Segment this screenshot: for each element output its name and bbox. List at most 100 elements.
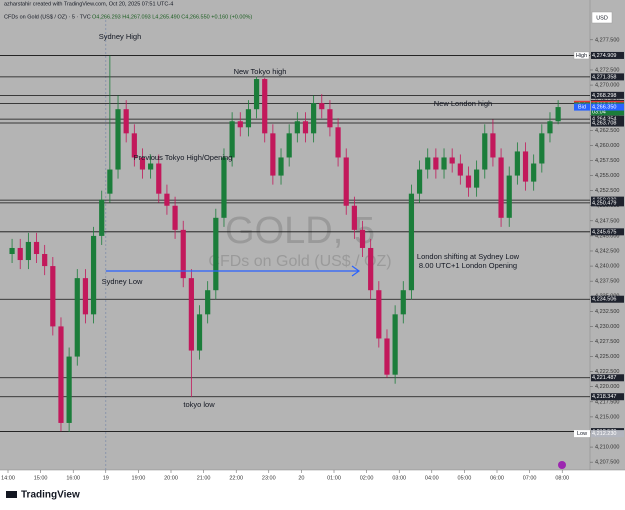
- price-tag: [591, 103, 624, 111]
- candle-body: [25, 241, 31, 261]
- y-tick-label: 4,230.000: [595, 324, 619, 330]
- candle-body: [58, 326, 64, 423]
- x-tick-label: 21:00: [197, 475, 211, 481]
- candle-body: [131, 133, 137, 158]
- candle-body: [156, 163, 162, 194]
- y-tick-label: 4,245.000: [595, 233, 619, 239]
- candle-body: [335, 127, 341, 158]
- x-tick-label: 16:00: [66, 475, 80, 481]
- candle-body: [278, 157, 284, 176]
- candle-body: [188, 278, 194, 351]
- symbol-title: CFDs on Gold (US$ / OZ) · 5 · TVC: [4, 14, 91, 20]
- level-label: 4,271.358: [592, 74, 616, 80]
- event-icon[interactable]: [558, 461, 566, 469]
- annotation: Sydney Low: [102, 277, 143, 286]
- candle-body: [33, 241, 40, 255]
- credit: azharstahir created with TradingView.com…: [4, 1, 173, 7]
- level-label: 4,218.347: [592, 394, 616, 400]
- candle-body: [506, 175, 512, 218]
- plot-bg: [0, 0, 590, 470]
- level-tag: [591, 115, 624, 123]
- level-tag: [591, 374, 624, 382]
- candle-body: [50, 266, 56, 327]
- x-tick-label: 01:00: [327, 475, 341, 481]
- level-tag: [591, 91, 624, 99]
- level-name: High: [576, 53, 587, 59]
- candle-body: [327, 109, 333, 128]
- x-tick-label: 23:00: [262, 475, 276, 481]
- x-tick-label: 03:00: [392, 475, 406, 481]
- level-label: 4,234.506: [592, 297, 616, 303]
- candle-body: [359, 229, 366, 248]
- candle-body: [107, 169, 113, 194]
- x-tick-label: 07:00: [523, 475, 537, 481]
- level-label: 4,268.298: [592, 93, 616, 99]
- candle-body: [270, 133, 276, 176]
- y-tick-label: 4,242.500: [595, 248, 619, 254]
- candle-body: [42, 254, 48, 267]
- candle-body: [90, 235, 97, 315]
- candle-body: [490, 133, 496, 158]
- x-tick-label: 15:00: [34, 475, 48, 481]
- level-label: 4,221.487: [592, 375, 616, 381]
- x-tick-label: 19:00: [132, 475, 146, 481]
- candle-body: [457, 163, 463, 176]
- brand: TradingView: [21, 490, 80, 501]
- candle-body: [441, 157, 447, 170]
- candle-body: [408, 193, 415, 291]
- candle-body: [531, 163, 537, 182]
- candle-body: [376, 290, 382, 339]
- y-tick-label: 4,220.000: [595, 384, 619, 390]
- candle-body: [123, 109, 129, 134]
- arrowhead: [351, 265, 361, 277]
- annotation: tokyo low: [183, 400, 215, 409]
- annotation: London shifting at Sydney Low: [417, 252, 520, 261]
- currency-box[interactable]: [591, 11, 613, 24]
- candle-body: [416, 169, 423, 194]
- ohlc-header: O4,266.293 H4,267.093 L4,265.490 C4,266.…: [92, 14, 252, 20]
- candle-body: [343, 157, 349, 206]
- candle-body: [196, 314, 203, 351]
- annotation: New London high: [434, 99, 492, 108]
- y-tick-label: 4,222.500: [595, 369, 619, 375]
- price-tag-label: 4,212.230: [592, 431, 616, 437]
- level-label: 4,250.479: [592, 200, 616, 206]
- y-tick-label: 4,207.500: [595, 460, 619, 466]
- level-tag: [591, 119, 624, 127]
- x-tick-label: 02:00: [360, 475, 374, 481]
- y-tick-label: 4,255.000: [595, 173, 619, 179]
- y-tick-label: 4,262.500: [595, 128, 619, 134]
- candle-body: [425, 157, 431, 170]
- level-tag: [591, 295, 624, 303]
- level-tag: [591, 228, 624, 236]
- candle-body: [82, 278, 89, 315]
- x-tick-label: 19: [103, 475, 109, 481]
- candle-body: [148, 163, 154, 170]
- candle-body: [368, 247, 374, 291]
- candle-body: [433, 157, 439, 170]
- candle-body: [286, 133, 292, 158]
- candle-body: [221, 157, 227, 218]
- level-name-box: [573, 51, 590, 60]
- x-tick-label: 20:00: [164, 475, 178, 481]
- candle-body: [99, 199, 105, 236]
- price-tag-name-box: [574, 103, 590, 111]
- y-tick-label: 4,270.000: [595, 83, 619, 89]
- candle-body: [294, 121, 300, 134]
- y-tick-label: 4,277.500: [595, 37, 619, 43]
- candle-body: [555, 107, 561, 122]
- logo: [6, 491, 17, 498]
- x-tick-label: 20: [298, 475, 304, 481]
- candle-body: [547, 121, 553, 134]
- y-tick-label: 4,232.500: [595, 309, 619, 315]
- y-tick-label: 4,237.500: [595, 279, 619, 285]
- candle-body: [229, 121, 235, 158]
- y-tick-label: 4,252.500: [595, 188, 619, 194]
- candle-body: [384, 338, 390, 375]
- currency[interactable]: USD: [596, 15, 608, 21]
- y-tick-label: 4,247.500: [595, 218, 619, 224]
- candle-body: [319, 103, 325, 110]
- candle-body: [74, 278, 80, 357]
- level-label: 4,274.909: [592, 53, 616, 59]
